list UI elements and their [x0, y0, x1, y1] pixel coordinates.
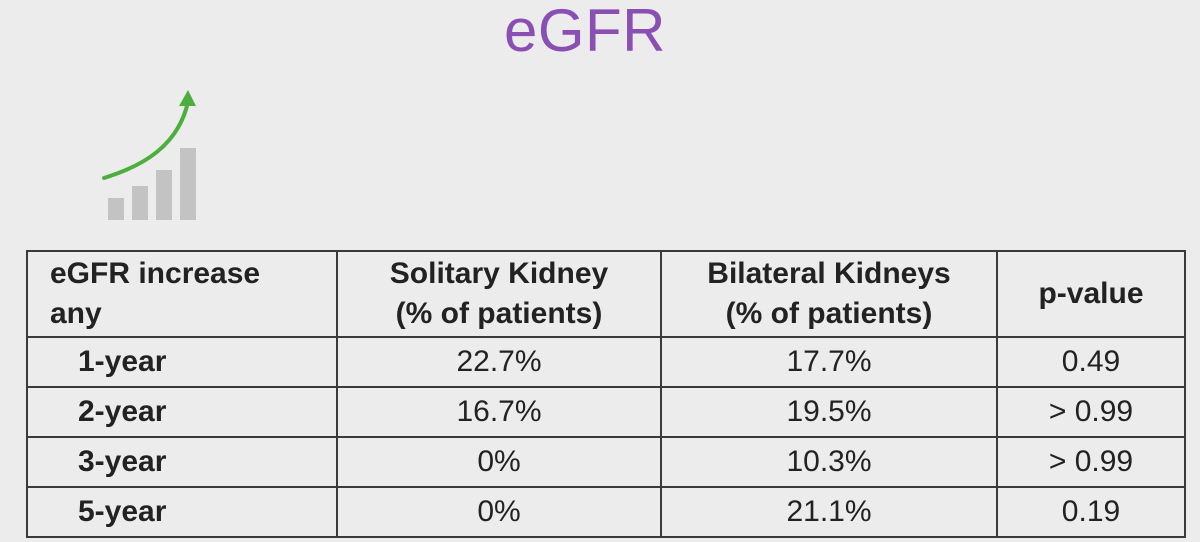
bilateral-value: 10.3%: [660, 436, 998, 488]
growth-arrow-curve: [102, 100, 190, 180]
growth-bar-4: [180, 148, 196, 220]
bilateral-value: 19.5%: [660, 386, 998, 438]
solitary-value: 0%: [336, 486, 662, 538]
solitary-value: 16.7%: [336, 386, 662, 438]
row-label: 2-year: [26, 386, 338, 438]
growth-bar-1: [108, 198, 124, 220]
header-p-value: p-value: [996, 250, 1186, 338]
slide-title: eGFR: [503, 0, 667, 64]
growth-chart-icon: [102, 90, 196, 220]
solitary-value: 22.7%: [336, 336, 662, 388]
p-value: > 0.99: [996, 436, 1186, 488]
growth-bar-2: [132, 186, 148, 220]
growth-arrow-head: [179, 90, 196, 106]
table-row: 1-year 22.7% 17.7% 0.49: [26, 336, 1186, 388]
header-bilateral-kidneys: Bilateral Kidneys (% of patients): [660, 250, 998, 338]
table-row: 3-year 0% 10.3% > 0.99: [26, 436, 1186, 488]
p-value: 0.19: [996, 486, 1186, 538]
row-label: 1-year: [26, 336, 338, 388]
solitary-value: 0%: [336, 436, 662, 488]
growth-bar-3: [156, 170, 172, 220]
table-row: 5-year 0% 21.1% 0.19: [26, 486, 1186, 538]
p-value: > 0.99: [996, 386, 1186, 438]
header-egfr-increase: eGFR increase any: [26, 250, 338, 338]
row-label: 3-year: [26, 436, 338, 488]
table-header-row: eGFR increase any Solitary Kidney (% of …: [26, 250, 1186, 338]
bilateral-value: 17.7%: [660, 336, 998, 388]
row-label: 5-year: [26, 486, 338, 538]
p-value: 0.49: [996, 336, 1186, 388]
header-solitary-kidney: Solitary Kidney (% of patients): [336, 250, 662, 338]
egfr-table: eGFR increase any Solitary Kidney (% of …: [26, 250, 1186, 538]
bilateral-value: 21.1%: [660, 486, 998, 538]
table-row: 2-year 16.7% 19.5% > 0.99: [26, 386, 1186, 438]
